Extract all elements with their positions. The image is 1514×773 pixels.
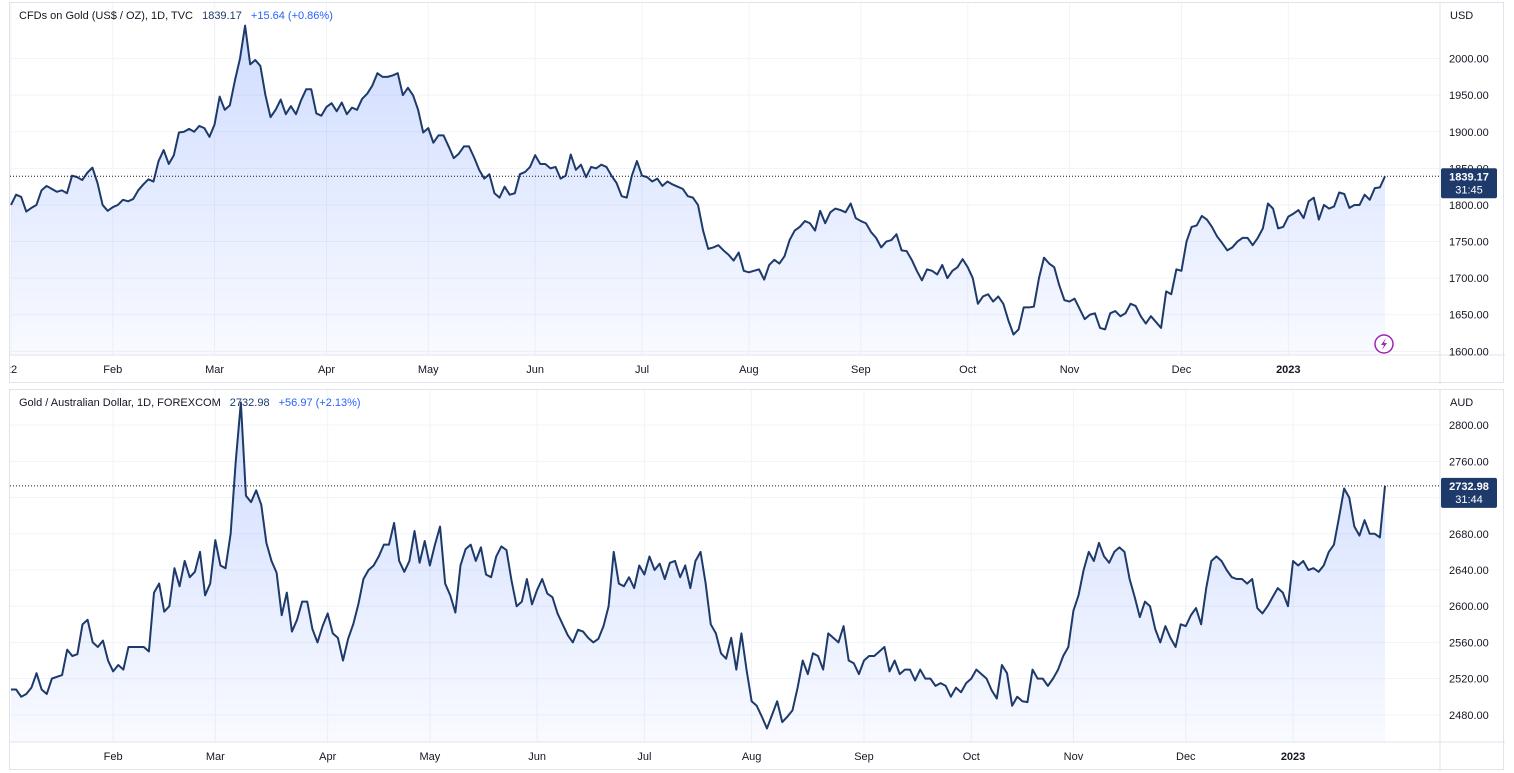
x-tick-label: Aug — [742, 751, 762, 763]
chart-canvas[interactable]: 2800.002760.002720.002680.002640.002600.… — [10, 390, 1505, 771]
price-change: +56.97 (+2.13%) — [278, 397, 361, 409]
x-tick-label: Apr — [318, 364, 335, 376]
x-tick-label: Mar — [206, 751, 225, 763]
currency-label: AUD — [1450, 397, 1474, 409]
x-tick-label: Feb — [103, 364, 122, 376]
y-tick-label: 1700.00 — [1449, 273, 1489, 285]
symbol-title: Gold / Australian Dollar, 1D, FOREXCOM — [19, 397, 221, 409]
last-price-badge-value: 2732.98 — [1449, 481, 1489, 493]
y-tick-label: 1750.00 — [1449, 237, 1489, 249]
gold-aud-chart-pane[interactable]: Gold / Australian Dollar, 1D, FOREXCOM 2… — [9, 389, 1505, 771]
y-tick-label: 2640.00 — [1449, 565, 1489, 577]
x-tick-label: Aug — [739, 364, 759, 376]
countdown-timer: 31:44 — [1455, 494, 1483, 506]
last-price-badge — [1441, 168, 1497, 199]
y-tick-label: 2800.00 — [1449, 420, 1489, 432]
x-tick-label: 2023 — [1281, 751, 1305, 763]
chart-legend: CFDs on Gold (US$ / OZ), 1D, TVC 1839.17… — [19, 10, 333, 22]
symbol-title: CFDs on Gold (US$ / OZ), 1D, TVC — [19, 10, 194, 22]
last-price-badge — [1441, 477, 1497, 508]
x-tick-label: Nov — [1064, 751, 1084, 763]
last-price: 2732.98 — [229, 397, 270, 409]
y-tick-label: 1600.00 — [1449, 346, 1489, 358]
x-tick-label: Jun — [528, 751, 546, 763]
x-tick-label: Apr — [319, 751, 336, 763]
x-tick-label: May — [418, 364, 439, 376]
x-tick-label: May — [419, 751, 440, 763]
series-line — [10, 24, 1386, 336]
y-tick-label: 1800.00 — [1449, 200, 1489, 212]
x-tick-label: Jun — [526, 364, 544, 376]
y-tick-label: 2760.00 — [1449, 456, 1489, 468]
series-area — [11, 402, 1385, 742]
chart-canvas[interactable]: 2000.001950.001900.001850.001800.001750.… — [10, 3, 1505, 384]
x-tick-label: Jul — [637, 751, 651, 763]
currency-label: USD — [1450, 10, 1474, 22]
x-tick-label: Mar — [205, 364, 224, 376]
y-tick-label: 1650.00 — [1449, 310, 1489, 322]
x-tick-label: Sep — [851, 364, 871, 376]
y-tick-label: 2480.00 — [1449, 710, 1489, 722]
y-tick-label: 2000.00 — [1449, 54, 1489, 66]
gold-usd-chart-pane[interactable]: CFDs on Gold (US$ / OZ), 1D, TVC 1839.17… — [9, 2, 1505, 384]
y-tick-label: 1900.00 — [1449, 127, 1489, 139]
x-tick-label: Nov — [1060, 364, 1080, 376]
price-change: +15.64 (+0.86%) — [250, 10, 333, 22]
x-tick-label: Sep — [854, 751, 874, 763]
last-price: 1839.17 — [202, 10, 242, 22]
x-tick-label: Dec — [1176, 751, 1196, 763]
y-tick-label: 1950.00 — [1449, 90, 1489, 102]
x-tick-label: Jul — [635, 364, 649, 376]
x-tick-label: Oct — [959, 364, 976, 376]
y-tick-label: 2520.00 — [1449, 674, 1489, 686]
y-tick-label: 2560.00 — [1449, 637, 1489, 649]
y-tick-label: 2600.00 — [1449, 601, 1489, 613]
x-tick-label: Feb — [104, 751, 123, 763]
chart-legend: Gold / Australian Dollar, 1D, FOREXCOM 2… — [19, 397, 361, 409]
x-tick-label: Oct — [963, 751, 980, 763]
series-area — [11, 25, 1385, 355]
bolt-icon — [1381, 338, 1387, 350]
x-tick-label: Dec — [1172, 364, 1192, 376]
x-tick-label: 22 — [10, 364, 17, 376]
y-tick-label: 2680.00 — [1449, 529, 1489, 541]
series-line — [11, 401, 1386, 730]
countdown-timer: 31:45 — [1455, 184, 1483, 196]
last-price-badge-value: 1839.17 — [1449, 171, 1489, 183]
x-tick-label: 2023 — [1276, 364, 1300, 376]
